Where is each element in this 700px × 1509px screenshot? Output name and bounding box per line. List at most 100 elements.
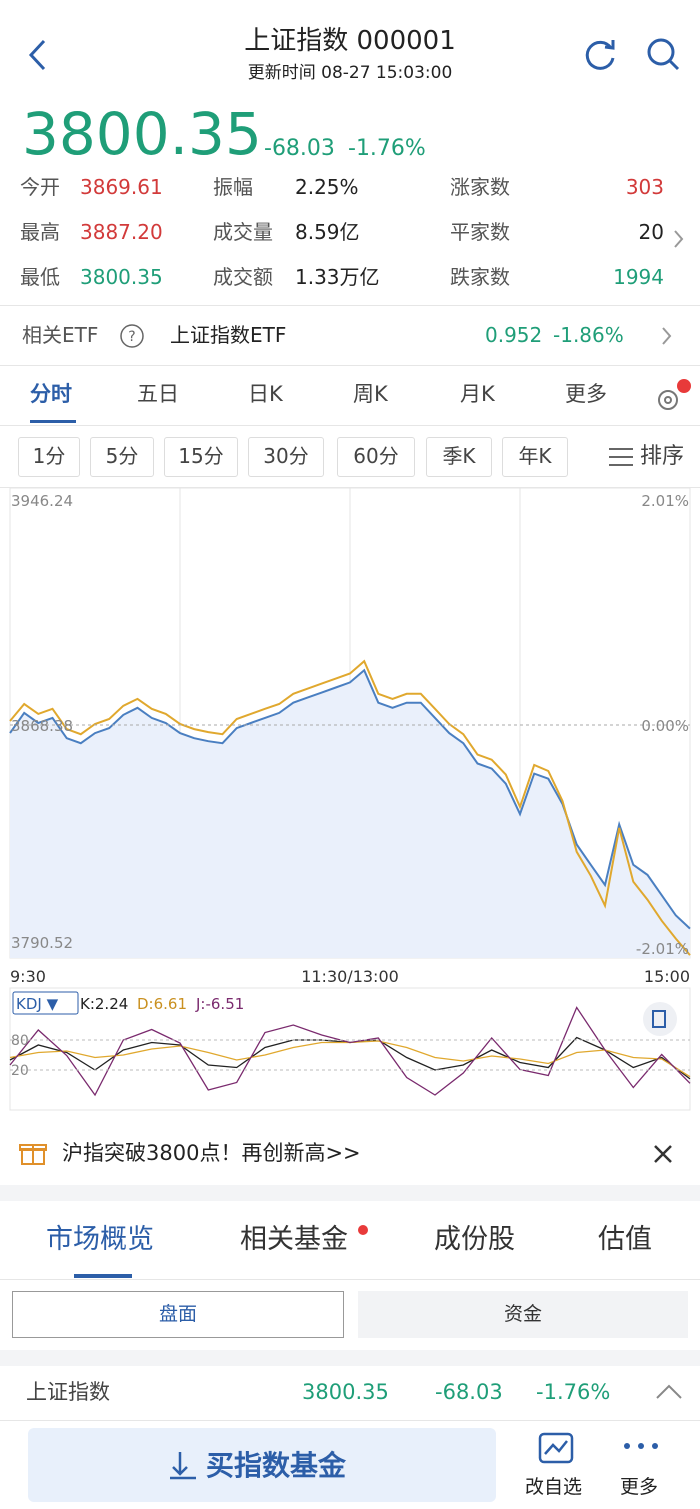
period-button[interactable] xyxy=(90,437,154,477)
etf-arrow[interactable] xyxy=(660,325,674,347)
subtab[interactable] xyxy=(358,1291,688,1338)
summary-pct: -1.76% xyxy=(536,1380,611,1404)
settings-button[interactable] xyxy=(652,378,692,418)
watch-icon[interactable] xyxy=(538,1432,576,1468)
update-time: 更新时间 08-27 15:03:00 xyxy=(247,63,453,83)
tab[interactable]: 日K xyxy=(248,382,283,406)
tab[interactable]: 五日 xyxy=(137,382,179,406)
y-tick-label: 80 xyxy=(11,1033,29,1049)
section-tab[interactable]: 市场概览 xyxy=(46,1224,154,1255)
gift-icon xyxy=(19,1144,47,1165)
buy-button[interactable] xyxy=(28,1428,496,1502)
kdj-frame xyxy=(9,987,691,1111)
stat-value: 1.33万亿 xyxy=(295,265,380,289)
summary-price: 3800.35 xyxy=(302,1380,389,1404)
svg-text:?: ? xyxy=(128,329,135,345)
buy-label: 买指数基金 xyxy=(206,1449,347,1482)
tab[interactable]: 分时 xyxy=(30,382,72,406)
stat-label: 最高 xyxy=(20,220,60,244)
y-tick-label: 20 xyxy=(11,1063,29,1079)
tab[interactable]: 周K xyxy=(353,382,388,406)
sort-button[interactable]: 排序 xyxy=(640,444,685,469)
tab-underline xyxy=(30,420,76,423)
badge xyxy=(358,1225,368,1235)
line xyxy=(9,1006,691,1097)
section-underline xyxy=(74,1274,132,1278)
stat-value: 1994 xyxy=(613,265,664,289)
title: 上证指数 000001 xyxy=(244,26,456,56)
stat-label: 成交量 xyxy=(213,220,273,244)
stat-label: 平家数 xyxy=(450,220,510,244)
stat-value: 3869.61 xyxy=(80,175,163,199)
banner[interactable]: 沪指突破3800点！再创新高>> xyxy=(62,1141,361,1165)
section-tab[interactable]: 相关基金 xyxy=(240,1224,348,1255)
line xyxy=(9,1036,691,1080)
help-icon[interactable]: ? xyxy=(119,323,145,349)
indicator-name[interactable]: KDJ ▼ xyxy=(16,995,59,1013)
stat-value: 3800.35 xyxy=(80,265,163,289)
line xyxy=(9,1040,691,1078)
tab[interactable]: 更多 xyxy=(565,382,607,406)
period-label[interactable]: 15分 xyxy=(178,444,224,468)
subtab-active[interactable] xyxy=(12,1291,344,1338)
chart: 3790.52 3868.38 3946.24 -2.01% 0.00% 2.01% 9:3… xyxy=(9,488,691,1111)
download-icon xyxy=(170,1452,196,1480)
refresh-button[interactable] xyxy=(583,36,619,72)
close-button[interactable] xyxy=(652,1143,674,1165)
watch-label[interactable]: 改自选 xyxy=(525,1476,583,1498)
indicator-value: K:2.24 xyxy=(80,995,128,1013)
line xyxy=(9,659,691,956)
y2-tick-label: -2.01% xyxy=(636,940,689,958)
search-button[interactable] xyxy=(645,36,683,74)
more-icon[interactable] xyxy=(622,1440,660,1452)
indicator-select xyxy=(12,991,79,1015)
back-button[interactable] xyxy=(24,38,54,72)
summary-change: -68.03 xyxy=(435,1380,503,1404)
tab[interactable]: 月K xyxy=(460,382,495,406)
section-tab[interactable]: 估值 xyxy=(598,1224,652,1255)
stat-value: 3887.20 xyxy=(80,220,163,244)
indicator-value: D:6.61 xyxy=(137,995,187,1013)
stat-value: 303 xyxy=(625,175,664,199)
period-label[interactable]: 30分 xyxy=(263,444,309,468)
period-label[interactable]: 60分 xyxy=(353,444,399,468)
period-button[interactable] xyxy=(18,437,80,477)
stat-value: 8.59亿 xyxy=(295,220,360,244)
more-label[interactable]: 更多 xyxy=(620,1476,659,1498)
period-button[interactable] xyxy=(248,437,324,477)
section-tab[interactable]: 成份股 xyxy=(434,1224,515,1255)
summary-name: 上证指数 xyxy=(26,1380,110,1404)
collapse-icon[interactable] xyxy=(654,1383,684,1401)
stat-label: 最低 xyxy=(20,265,60,289)
x-tick-label: 9:30 xyxy=(10,967,46,986)
rotate-button[interactable] xyxy=(643,1002,677,1036)
line xyxy=(9,668,691,930)
period-label[interactable]: 年K xyxy=(518,444,552,468)
period-button[interactable] xyxy=(337,437,415,477)
period-button[interactable] xyxy=(426,437,492,477)
more-arrow[interactable] xyxy=(672,228,686,250)
stat-label: 跌家数 xyxy=(450,265,510,289)
etf-price: 0.952 xyxy=(485,323,543,347)
stat-label: 涨家数 xyxy=(450,175,510,199)
stat-value: 20 xyxy=(638,220,664,244)
y2-tick-label: 2.01% xyxy=(641,492,689,510)
period-label[interactable]: 季K xyxy=(442,444,476,468)
stat-value: 2.25% xyxy=(295,175,359,199)
indicator-value: J:-6.51 xyxy=(195,995,244,1013)
rotate-icon xyxy=(652,1010,666,1028)
period-button[interactable] xyxy=(502,437,568,477)
period-button[interactable] xyxy=(164,437,238,477)
area xyxy=(10,670,690,958)
period-label[interactable]: 1分 xyxy=(32,444,66,468)
etf-name[interactable]: 上证指数ETF xyxy=(170,323,287,347)
price: 3800.35 xyxy=(22,100,262,168)
period-label[interactable]: 5分 xyxy=(105,444,139,468)
change-pct: -1.76% xyxy=(348,136,426,161)
etf-label: 相关ETF xyxy=(22,323,99,347)
y2-tick-label: 0.00% xyxy=(641,717,689,735)
sort-icon[interactable] xyxy=(607,445,635,469)
subtab-label: 资金 xyxy=(503,1303,542,1325)
change: -68.03 xyxy=(264,136,335,161)
